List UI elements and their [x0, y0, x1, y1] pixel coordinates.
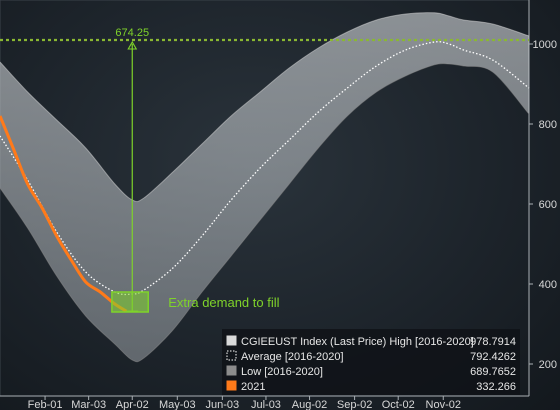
legend-series-name: Low [2016-2020]: [241, 366, 323, 378]
gap-annotation-arrowhead: [127, 40, 138, 50]
legend-series-value: 689.7652: [470, 366, 516, 378]
y-tick-label: 800: [539, 119, 557, 131]
legend-swatch: [226, 365, 237, 376]
legend-series-value: 332.266: [476, 381, 516, 393]
x-tick-label: Feb-01: [28, 399, 63, 410]
y-axis: 200 400 600 800 1000: [529, 39, 557, 371]
extra-demand-box: [111, 291, 149, 313]
y-tick-label: 400: [539, 279, 557, 291]
x-tick-label: Sep-02: [337, 399, 372, 410]
legend-series-name: CGIEEUST Index (Last Price) High [2016-2…: [241, 336, 474, 348]
x-tick-label: Jun-03: [206, 399, 240, 410]
low-series-line: [0, 63, 530, 363]
legend-series-name: 2021: [241, 381, 265, 393]
x-tick-label: Jul-03: [251, 399, 281, 410]
legend-swatch: [226, 380, 237, 391]
legend-swatch: [226, 335, 237, 346]
legend-series-name: Average [2016-2020]: [241, 351, 344, 363]
legend-swatch: [226, 350, 237, 361]
series-2021-line: [0, 115, 128, 313]
x-axis: Feb-01 Mar-03 Apr-02 May-03 Jun-03 Jul-03 Aug-…: [28, 396, 461, 410]
extra-demand-label: Extra demand to fill: [168, 295, 279, 310]
x-tick-label: Aug-02: [292, 399, 327, 410]
x-tick-label: Apr-02: [116, 399, 149, 410]
y-tick-label: 1000: [533, 39, 557, 51]
legend: CGIEEUST Index (Last Price) High [2016-2…: [222, 329, 520, 395]
legend-background: [222, 329, 520, 395]
x-tick-label: Nov-02: [426, 399, 461, 410]
y-tick-label: 200: [539, 359, 557, 371]
average-series-line: [0, 41, 530, 296]
x-tick-label: May-03: [159, 399, 196, 410]
series-line-layer: [0, 12, 530, 363]
annotation-layer: 674.25 Extra demand to fill: [111, 27, 280, 313]
legend-series-value: 978.7914: [470, 336, 516, 348]
x-tick-label: Oct-02: [382, 399, 415, 410]
x-tick-label: Mar-03: [71, 399, 106, 410]
gap-annotation-label: 674.25: [115, 27, 149, 39]
y-tick-label: 600: [539, 199, 557, 211]
legend-series-value: 792.4262: [470, 351, 516, 363]
high-series-line: [0, 12, 530, 203]
